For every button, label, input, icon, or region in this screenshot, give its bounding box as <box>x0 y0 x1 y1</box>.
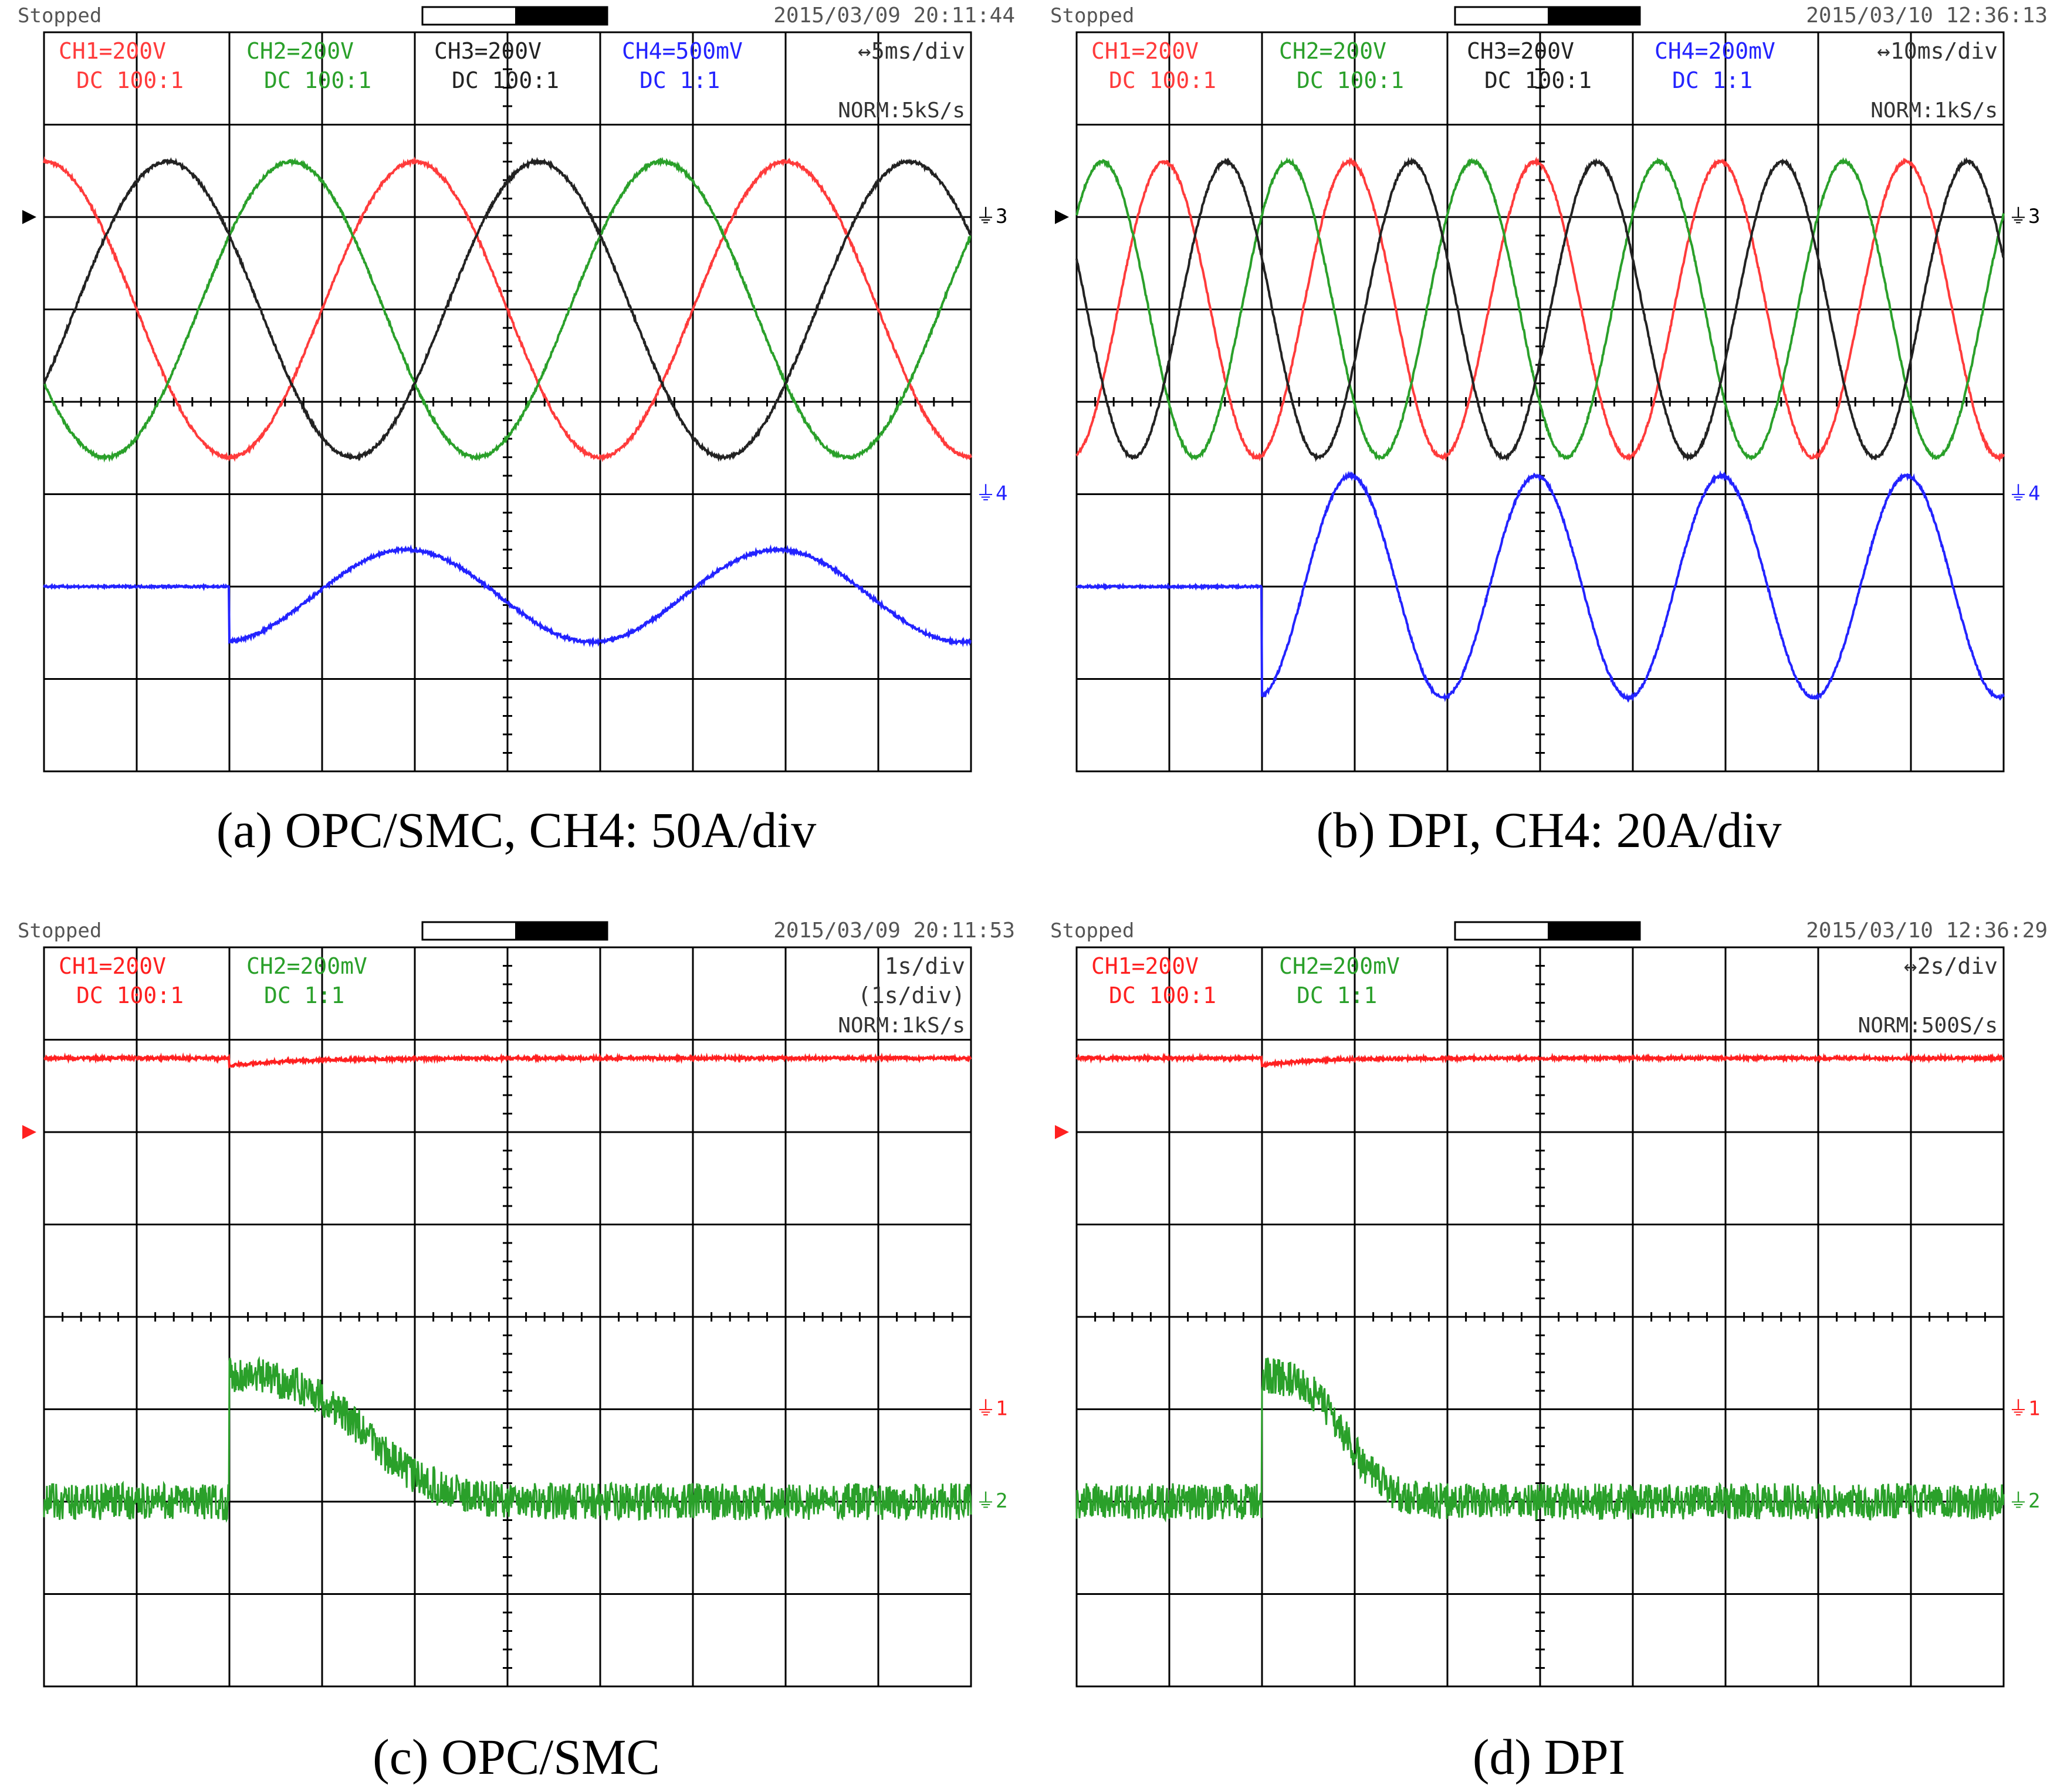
trace-ch2 <box>1075 157 2005 462</box>
panel-caption: (b) DPI, CH4: 20A/div <box>1316 802 1782 858</box>
channel-coupling: DC 100:1 <box>264 67 371 93</box>
channel-coupling: DC 100:1 <box>76 983 184 1008</box>
timebase-sub-label: (1s/div) <box>858 983 965 1008</box>
sample-rate-label: NORM:1kS/s <box>1870 99 1998 123</box>
trace-ch1 <box>43 156 972 462</box>
channel-label: CH2=200mV <box>1279 953 1400 979</box>
ground-marker: ⏚3 <box>2008 205 2040 228</box>
status-label: Stopped <box>18 919 102 943</box>
timebase-label: 1s/div <box>885 953 965 979</box>
scope-panel-b: Stopped 2015/03/10 12:36:13 CH1=200V DC 100… <box>1044 0 2053 862</box>
panel-caption: (d) DPI <box>1472 1729 1626 1785</box>
scope-panel-a: Stopped 2015/03/09 20:11:44 CH1=200V DC 100… <box>12 0 1021 862</box>
channel-coupling: DC 100:1 <box>76 67 184 93</box>
channel-label: CH4=200mV <box>1655 38 1775 64</box>
trace-ch1 <box>1075 156 2005 463</box>
datetime-label: 2015/03/09 20:11:44 <box>773 4 1015 28</box>
ground-marker: ⏚2 <box>976 1489 1007 1513</box>
channel-label: CH1=200V <box>1091 953 1199 979</box>
oscilloscope-screen: Stopped 2015/03/09 20:11:53 CH1=200V DC 100… <box>18 919 1015 1688</box>
ground-marker: ⏚3 <box>976 205 1007 228</box>
channel-coupling: DC 1:1 <box>264 983 344 1008</box>
sample-rate-label: NORM:5kS/s <box>838 99 965 123</box>
trace-ch3 <box>1075 157 2005 462</box>
channel-coupling: DC 1:1 <box>640 67 720 93</box>
channel-coupling: DC 100:1 <box>1297 67 1404 93</box>
channel-label: CH1=200V <box>1091 38 1199 64</box>
status-label: Stopped <box>1050 919 1134 943</box>
channel-label: CH3=200V <box>434 38 542 64</box>
trace-ch2 <box>43 1356 972 1523</box>
channel-label: CH2=200V <box>246 38 354 64</box>
timebase-label: ↔10ms/div <box>1877 38 1998 64</box>
trace-ch4 <box>1075 470 2005 703</box>
channel-label: CH1=200V <box>59 38 166 64</box>
trigger-level-marker <box>1055 1125 1069 1139</box>
timebase-label: ↔5ms/div <box>858 38 965 64</box>
channel-label: CH3=200V <box>1467 38 1574 64</box>
sample-rate-label: NORM:1kS/s <box>838 1014 965 1038</box>
channel-label: CH4=500mV <box>622 38 743 64</box>
datetime-label: 2015/03/09 20:11:53 <box>773 919 1015 943</box>
ground-marker: ⏚1 <box>2008 1397 2040 1421</box>
channel-coupling: DC 1:1 <box>1672 67 1752 93</box>
channel-label: CH1=200V <box>59 953 166 979</box>
channel-coupling: DC 100:1 <box>1109 983 1216 1008</box>
memory-bar-fill <box>1548 7 1640 25</box>
channel-label: CH2=200V <box>1279 38 1386 64</box>
datetime-label: 2015/03/10 12:36:29 <box>1806 919 2048 943</box>
ground-marker: ⏚4 <box>976 482 1007 506</box>
trace-ch4 <box>43 544 972 648</box>
panel-caption: (c) OPC/SMC <box>373 1729 660 1785</box>
ground-marker: ⏚1 <box>976 1397 1007 1421</box>
trigger-level-marker <box>22 210 36 224</box>
oscilloscope-screen: Stopped 2015/03/10 12:36:29 CH1=200V DC 100… <box>1050 919 2048 1688</box>
scope-panel-c: Stopped 2015/03/09 20:11:53 CH1=200V DC 100… <box>12 915 1021 1785</box>
trace-ch2 <box>1075 1357 2005 1523</box>
oscilloscope-screen: Stopped 2015/03/09 20:11:44 CH1=200V DC 100… <box>18 4 1015 773</box>
trace-ch1 <box>1075 1052 2004 1069</box>
oscilloscope-screen: Stopped 2015/03/10 12:36:13 CH1=200V DC 100… <box>1050 4 2048 773</box>
timebase-label: ↔2s/div <box>1904 953 1998 979</box>
status-label: Stopped <box>1050 4 1134 28</box>
trace-ch1 <box>43 1052 972 1069</box>
scope-panel-d: Stopped 2015/03/10 12:36:29 CH1=200V DC 100… <box>1044 915 2053 1785</box>
trace-ch3 <box>43 157 972 462</box>
channel-coupling: DC 1:1 <box>1297 983 1377 1008</box>
ground-marker: ⏚4 <box>2008 482 2040 506</box>
memory-bar-fill <box>1548 922 1640 940</box>
ground-marker: ⏚2 <box>2008 1489 2040 1513</box>
trace-ch2 <box>43 157 972 463</box>
channel-label: CH2=200mV <box>246 953 367 979</box>
sample-rate-label: NORM:500S/s <box>1858 1014 1998 1038</box>
panel-caption: (a) OPC/SMC, CH4: 50A/div <box>216 802 817 858</box>
memory-bar-fill <box>515 922 607 940</box>
trigger-level-marker <box>22 1125 36 1139</box>
status-label: Stopped <box>18 4 102 28</box>
channel-coupling: DC 100:1 <box>1484 67 1592 93</box>
trigger-level-marker <box>1055 210 1069 224</box>
channel-coupling: DC 100:1 <box>1109 67 1216 93</box>
channel-coupling: DC 100:1 <box>452 67 559 93</box>
datetime-label: 2015/03/10 12:36:13 <box>1806 4 2048 28</box>
memory-bar-fill <box>515 7 607 25</box>
